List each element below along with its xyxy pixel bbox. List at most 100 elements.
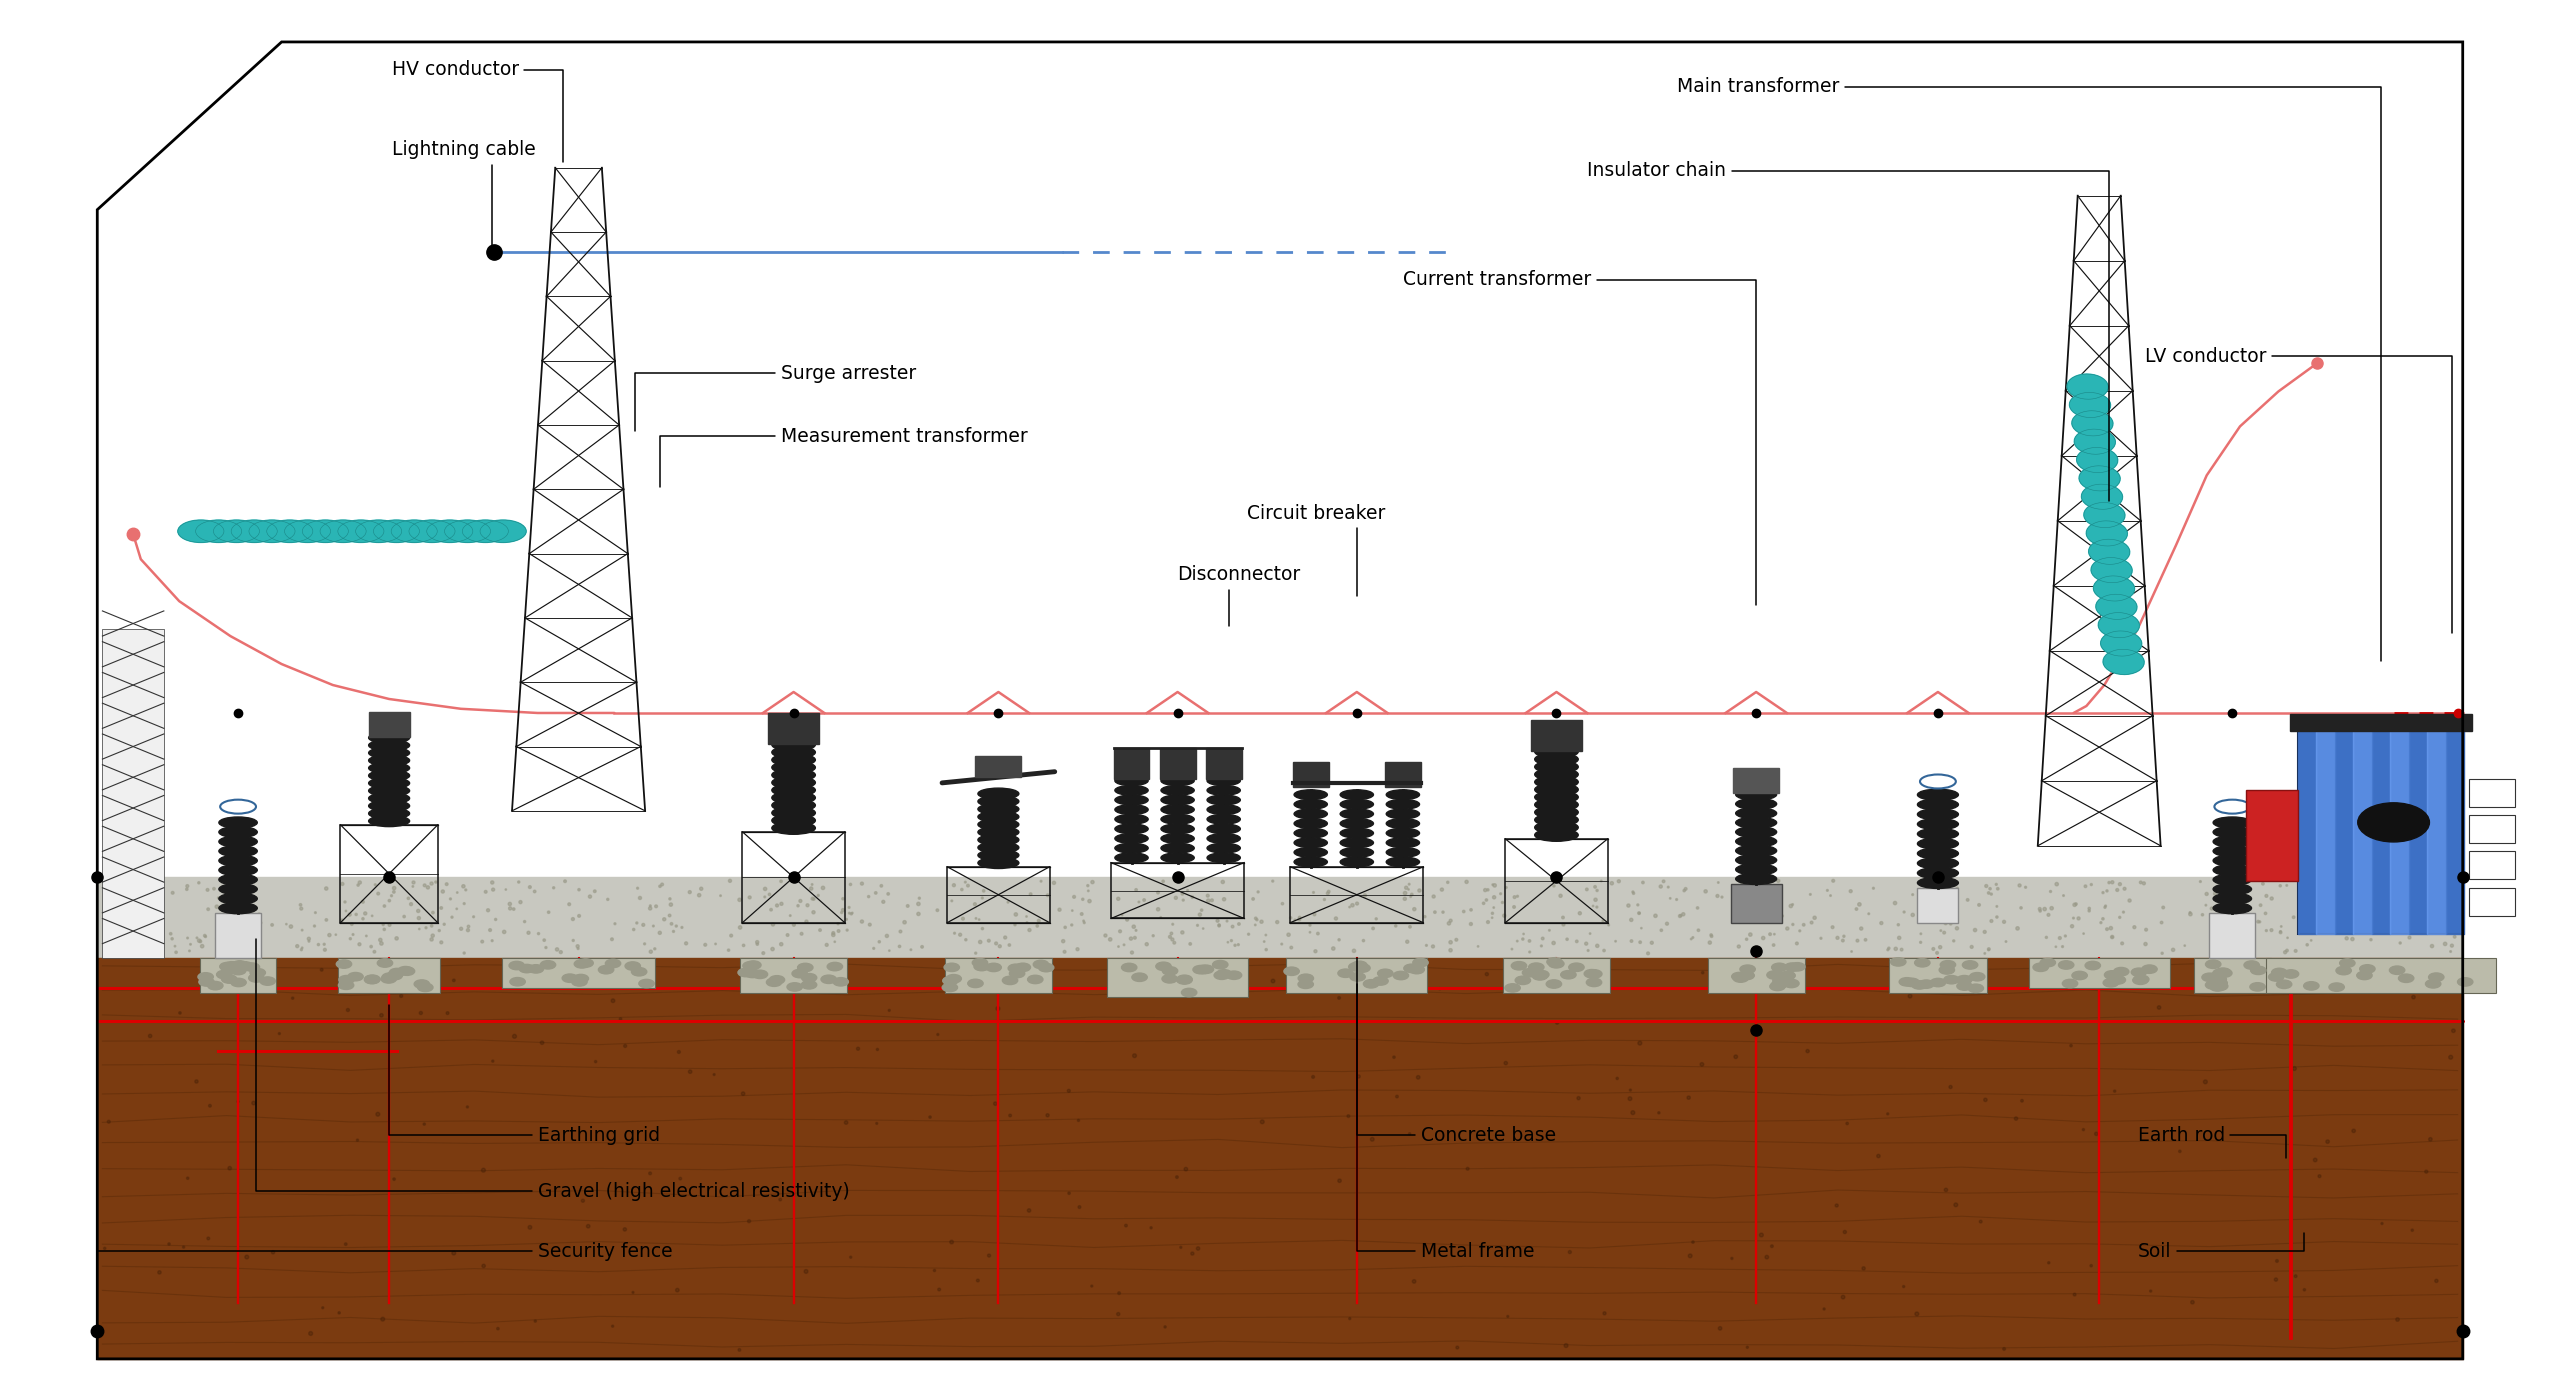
Point [2248,965,2289,987]
Point [620,886,660,909]
Point [169,939,210,962]
Point [832,903,873,925]
Point [1219,934,1260,956]
Point [1987,930,2028,952]
Point [630,941,671,963]
Circle shape [632,967,648,976]
Circle shape [832,977,847,986]
Point [1884,900,1925,923]
Point [2115,916,2156,938]
Point [305,909,346,931]
Point [2140,911,2181,934]
Point [1772,893,1812,916]
Ellipse shape [1162,833,1196,843]
Point [282,918,323,941]
Circle shape [218,970,233,979]
Circle shape [1930,979,1946,987]
Point [617,911,658,934]
Point [509,877,550,899]
Point [660,1167,701,1190]
Ellipse shape [1293,828,1329,837]
Point [1208,931,1249,953]
Circle shape [745,969,760,977]
Circle shape [2109,976,2125,984]
Point [179,871,220,893]
Point [540,941,581,963]
Point [1636,905,1677,927]
Point [128,928,169,951]
Circle shape [2214,967,2230,976]
Point [218,874,259,896]
Point [2063,923,2104,945]
Point [1393,898,1434,920]
Text: Earthing grid: Earthing grid [389,1005,660,1145]
Point [499,891,540,913]
Point [2163,934,2204,956]
Point [361,932,402,955]
Circle shape [1779,972,1795,980]
Point [591,928,632,951]
Point [2309,888,2350,910]
Point [1682,962,1723,984]
Point [294,902,335,924]
Point [1684,881,1725,903]
Point [1728,1336,1769,1359]
Point [799,918,840,941]
Point [1690,931,1731,953]
Point [364,895,404,917]
Point [1915,882,1956,905]
Point [151,928,192,951]
Point [435,898,476,920]
Point [1385,888,1426,910]
Point [1436,1336,1477,1359]
Circle shape [2340,959,2355,967]
Bar [945,958,1052,993]
Point [1062,903,1103,925]
Ellipse shape [374,520,420,542]
Point [525,937,566,959]
Point [1062,888,1103,910]
Circle shape [261,977,276,986]
Bar [97,877,2463,958]
Point [2365,881,2406,903]
Point [2043,935,2084,958]
Point [1280,909,1321,931]
Ellipse shape [1388,837,1421,847]
Circle shape [1510,962,1526,970]
Ellipse shape [1162,843,1196,853]
Bar [2391,731,2409,934]
Point [2025,898,2066,920]
Point [212,878,253,900]
Point [1431,931,1472,953]
Point [1930,1076,1971,1099]
Circle shape [1213,972,1229,980]
Point [1823,930,1864,952]
Point [1672,928,1713,951]
Point [1672,1230,1713,1253]
Point [771,905,812,927]
Ellipse shape [1917,837,1958,849]
Point [1879,913,1920,935]
Point [614,918,655,941]
Point [768,924,809,946]
Ellipse shape [1536,829,1577,842]
Point [364,1309,404,1331]
Point [151,923,192,945]
Point [1475,874,1516,896]
Point [310,924,351,946]
Point [1085,924,1126,946]
Ellipse shape [2081,484,2122,509]
Point [136,928,177,951]
Circle shape [381,974,397,983]
Circle shape [1533,970,1549,979]
Circle shape [364,974,379,983]
Point [750,884,791,906]
Point [781,889,822,911]
Point [1902,870,1943,892]
Circle shape [1917,980,1933,988]
Point [2378,1309,2419,1331]
Ellipse shape [1341,809,1375,819]
Point [166,927,207,949]
Point [399,918,440,941]
Ellipse shape [1736,808,1777,819]
